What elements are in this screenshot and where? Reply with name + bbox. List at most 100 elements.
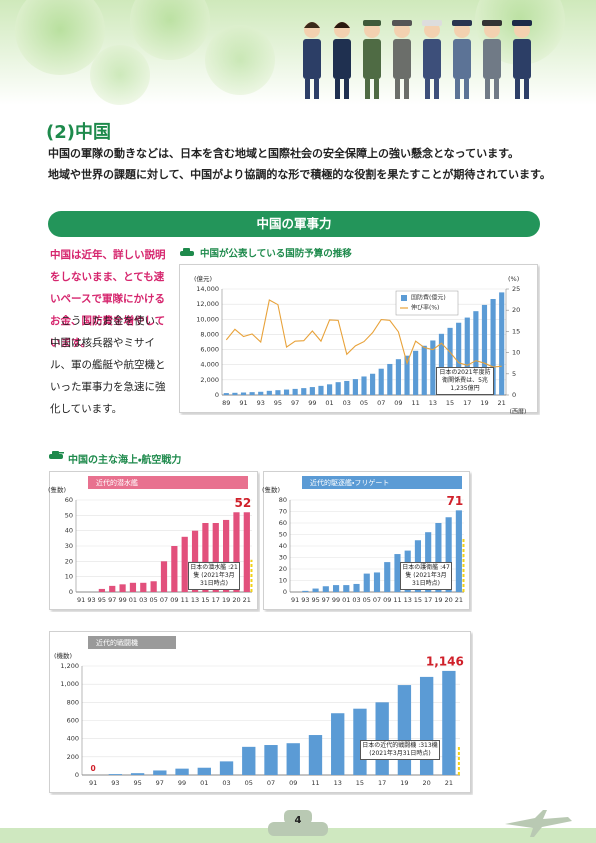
value-label: 71 <box>447 494 464 508</box>
y-tick-label: 800 <box>67 698 79 706</box>
y-tick-label: 20 <box>65 557 73 565</box>
x-tick-label: 93 <box>257 399 265 407</box>
legend: 国防費(億元) 伸び率(%) <box>395 290 459 316</box>
bar <box>109 585 116 592</box>
x-tick-label: 97 <box>108 596 116 604</box>
bar <box>384 562 391 592</box>
tank-icon-part <box>183 248 190 252</box>
bar <box>378 368 384 395</box>
x-axis-label: (西暦) <box>510 409 527 416</box>
bar <box>240 392 247 395</box>
x-tick-label: 15 <box>414 596 422 604</box>
y2-tick-label: 5 <box>512 370 516 378</box>
x-tick-label: 95 <box>274 399 282 407</box>
x-tick-label: 21 <box>498 399 506 407</box>
y-axis-label: (億元) <box>194 274 212 283</box>
annotation: 日本の2021年度防衛関係費は、5兆1,235億円 <box>436 367 494 395</box>
y2-tick-label: 25 <box>512 285 520 293</box>
x-tick-label: 95 <box>133 779 141 787</box>
y-tick-label: 200 <box>67 753 79 761</box>
bar <box>481 304 488 395</box>
intro-line: 地域や世界の課題に対して、中国がより協調的な形で積極的な役割を果たすことが期待さ… <box>48 168 551 181</box>
annotation: 日本の近代的戦闘機 :313機 (2021年3月31日時点) <box>360 740 440 760</box>
section-heading: (2)中国 <box>46 122 111 143</box>
section-subtitle: 中国の主な海上・航空戦力 <box>68 455 182 466</box>
x-tick-label: 93 <box>301 596 309 604</box>
bar <box>232 392 238 395</box>
value-label: 1,146 <box>426 654 464 668</box>
bar <box>373 572 381 592</box>
x-tick-label: 07 <box>377 399 385 407</box>
bar <box>258 391 264 395</box>
bar <box>249 392 255 395</box>
y-tick-label: 20 <box>279 565 287 573</box>
bar <box>108 774 123 775</box>
y-tick-label: 6,000 <box>200 346 219 354</box>
chart-title: 近代的駆逐艦・フリゲート <box>310 478 389 487</box>
x-tick-label: 11 <box>393 596 401 604</box>
x-tick-label: 99 <box>178 779 186 787</box>
bar <box>219 761 234 775</box>
bar <box>181 536 188 592</box>
bar <box>435 523 442 592</box>
x-tick-label: 19 <box>222 596 230 604</box>
y-tick-label: 10 <box>65 573 73 581</box>
y2-tick-label: 0 <box>512 391 516 399</box>
chart-title-tab <box>88 636 176 649</box>
x-tick-label: 97 <box>291 399 299 407</box>
bar <box>242 746 256 775</box>
bar <box>499 292 505 395</box>
y-tick-label: 1,000 <box>60 680 79 688</box>
tank-icon <box>180 248 194 256</box>
bar <box>130 773 145 775</box>
tank-icon-part <box>180 251 194 256</box>
bar <box>361 376 367 395</box>
bar <box>353 583 360 592</box>
x-tick-label: 05 <box>360 399 368 407</box>
bar <box>455 510 462 592</box>
x-tick-label: 19 <box>400 779 408 787</box>
annotation: 日本の護衛艦 :47隻 (2021年3月31日時点) <box>400 562 452 590</box>
x-tick-label: 21 <box>455 596 463 604</box>
bar <box>442 670 456 775</box>
y2-tick-label: 15 <box>512 327 520 335</box>
y-tick-label: 0 <box>69 588 73 596</box>
bar <box>264 745 278 775</box>
bar <box>352 379 358 395</box>
x-tick-label: 97 <box>156 779 164 787</box>
y-tick-label: 40 <box>65 527 73 535</box>
x-tick-label: 13 <box>334 779 342 787</box>
x-tick-label: 20 <box>232 596 240 604</box>
bar <box>404 355 410 395</box>
bar <box>447 327 453 395</box>
x-tick-label: 20 <box>445 596 453 604</box>
annotation: 日本の潜水艦 :21隻 (2021年3月31日時点) <box>188 562 240 590</box>
bar <box>394 554 401 592</box>
x-tick-label: 21 <box>243 596 251 604</box>
x-tick-label: 17 <box>378 779 386 787</box>
bar <box>343 585 350 592</box>
bar <box>233 512 240 592</box>
x-tick-label: 95 <box>311 596 319 604</box>
y-tick-label: 50 <box>279 531 287 539</box>
y2-tick-label: 20 <box>512 306 520 314</box>
y-tick-label: 2,000 <box>200 376 219 384</box>
x-tick-label: 17 <box>424 596 432 604</box>
bar <box>456 322 462 395</box>
value-label: 52 <box>234 496 251 510</box>
chart-title: 近代的戦闘機 <box>96 638 138 647</box>
x-tick-label: 13 <box>191 596 199 604</box>
bar <box>335 382 341 395</box>
bar <box>140 582 147 592</box>
annotation-text: 日本の護衛艦 :47隻 (2021年3月31日時点) <box>400 562 452 590</box>
x-tick-label: 91 <box>239 399 247 407</box>
bar <box>370 373 376 395</box>
legend-swatch <box>401 295 407 301</box>
header-illustration <box>0 0 596 105</box>
bar <box>292 388 298 395</box>
body-text: こうしたお金を使い、中国は核兵器やミサイル、軍の艦艇や航空機といった軍事力を急速… <box>50 315 166 415</box>
x-tick-label: 13 <box>429 399 437 407</box>
x-tick-label: 11 <box>411 399 419 407</box>
